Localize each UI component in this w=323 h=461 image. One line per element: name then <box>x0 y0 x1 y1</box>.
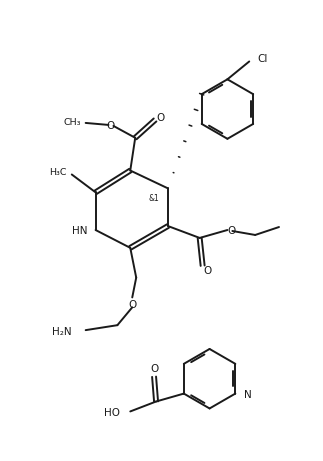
Text: &1: &1 <box>149 194 160 203</box>
Text: O: O <box>150 364 158 374</box>
Text: Cl: Cl <box>257 54 267 65</box>
Text: O: O <box>156 113 164 123</box>
Text: N: N <box>244 390 252 400</box>
Text: O: O <box>203 266 212 276</box>
Text: O: O <box>227 226 235 236</box>
Text: O: O <box>128 301 136 310</box>
Text: H₃C: H₃C <box>49 168 67 177</box>
Text: CH₃: CH₃ <box>63 118 81 127</box>
Text: H₂N: H₂N <box>52 327 72 337</box>
Text: HN: HN <box>72 226 88 236</box>
Text: O: O <box>106 121 115 131</box>
Text: HO: HO <box>104 408 120 419</box>
